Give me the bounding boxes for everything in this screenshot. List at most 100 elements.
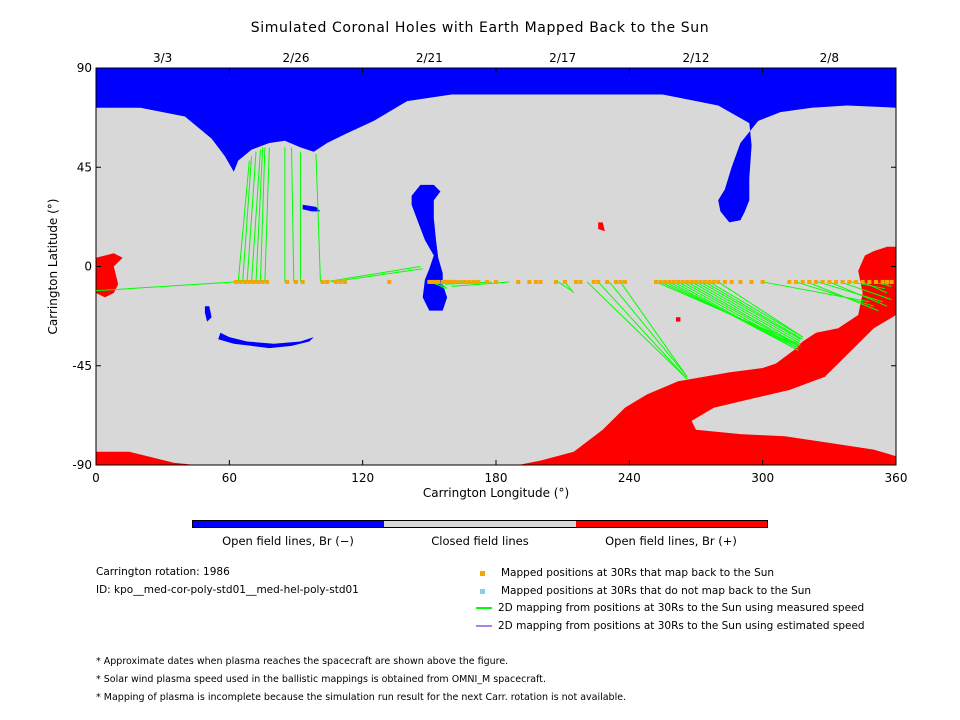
legend-mapped: Mapped positions at 30Rs that map back t… [476,566,774,580]
mapped-position-point [591,279,596,284]
mapped-position-point [300,279,305,284]
mapping-line [451,281,510,287]
colorbar-label-open-positive: Open field lines, Br (+) [605,534,737,548]
mapped-position-point [260,279,265,284]
mapped-position-point [676,279,681,284]
mapped-position-point [680,279,685,284]
mapped-position-point [807,279,812,284]
mapped-position-point [654,279,658,284]
legend-measured: 2D mapping from positions at 30Rs to the… [476,601,864,615]
mapping-line [695,281,801,342]
y-tick-label: 0 [84,260,92,274]
mapping-line [586,281,688,380]
mapped-position-point [622,279,627,284]
mapped-position-point [534,279,538,284]
mapped-position-point [874,279,878,284]
mapped-position-point [516,279,521,284]
mapped-position-point [431,279,436,284]
legend-estimated: 2D mapping from positions at 30Rs to the… [476,619,865,633]
y-tick-label: 90 [77,61,92,75]
mapped-position-point [880,279,885,284]
mapped-position-point [667,279,672,284]
mapping-line [806,281,879,312]
x-tick-label: 360 [885,471,908,485]
mapped-position-point [722,279,727,284]
mapped-position-point [527,279,532,284]
mapped-position-point [436,279,441,284]
mapped-position-point [538,279,543,284]
mapped-position-point [265,279,270,284]
footnote-dates: * Approximate dates when plasma reaches … [96,656,509,667]
colorbar-open-positive [575,521,767,527]
footnote-incomplete: * Mapping of plasma is incomplete becaus… [96,692,627,703]
top-date-label: 2/12 [682,51,710,65]
top-date-label: 2/8 [819,51,839,65]
footnote-speed-source: * Solar wind plasma speed used in the ba… [96,674,546,685]
mapping-line [237,160,250,282]
mapped-position-point [834,279,838,284]
mapped-position-point [454,279,458,284]
mapped-position-point [485,279,490,284]
mapped-position-point [787,279,792,284]
mapping-line [246,151,257,282]
mapped-position-point [702,279,707,284]
top-date-label: 2/21 [415,51,443,65]
south-arc-coronal-hole [218,332,314,349]
mapping-line [677,281,799,349]
legend-measured-line [476,606,492,610]
mapped-position-point [451,279,456,284]
mapped-position-point [814,279,818,284]
mapped-position-point [658,279,663,284]
mapped-position-point [707,279,712,284]
mapping-line [264,147,270,282]
mapping-line [686,281,801,347]
mapped-position-point [458,279,463,284]
mapped-position-point [885,279,890,284]
mapped-position-point [867,279,872,284]
mapped-position-point [247,279,252,284]
mapped-position-point [827,279,832,284]
y-tick-label: 45 [77,160,92,174]
south-west-positive-strip [96,451,196,465]
legend-mapped-marker [480,570,485,576]
mapped-position-point [738,279,743,284]
small-negative-patch-2 [204,306,212,322]
mapped-position-point [440,279,445,284]
coronal-hole-map: 0 60 120 180 240 300 360 90 45 0 -45 -90 Carrington … [46,61,908,500]
mapping-line [557,281,572,292]
mapped-position-point [462,279,467,284]
top-date-label: 2/17 [549,51,577,65]
mapped-position-point [238,279,243,284]
mapped-position-point [285,279,290,284]
legend-mapped-label: Mapped positions at 30Rs that map back t… [501,567,775,579]
top-date-label: 3/3 [153,51,173,65]
mapping-line [700,281,801,340]
mapped-position-point [429,279,434,284]
mapping-line [818,281,883,303]
mapped-position-point [494,279,498,284]
mapped-position-point [694,279,698,284]
colorbar-label-open-negative: Open field lines, Br (−) [222,534,354,548]
legend-unmapped-label: Mapped positions at 30Rs that do not map… [501,585,812,597]
run-id-text: ID: kpo__med-cor-poly-std01__med-hel-pol… [96,584,359,596]
mapped-position-point [689,279,694,284]
colorbar-label-closed: Closed field lines [431,534,529,548]
mapped-position-point [794,279,798,284]
mapped-position-point [427,279,432,284]
mapped-position-point [578,279,583,284]
measured-speed-mapping-lines [95,147,892,380]
colorbar-open-negative [193,521,385,527]
mapped-position-point [711,279,716,284]
mapped-position-point [729,279,734,284]
small-positive-patch-1 [598,222,605,232]
mapped-position-point [760,279,765,284]
mapped-position-point [749,279,754,284]
x-tick-label: 300 [751,471,774,485]
mapped-position-point [574,279,578,284]
colorbar-closed [384,521,576,527]
mapped-position-point [342,279,347,284]
mapped-position-point [554,279,558,284]
mapping-line [840,281,892,301]
mapping-line [324,266,421,283]
mapped-position-point [338,279,343,284]
